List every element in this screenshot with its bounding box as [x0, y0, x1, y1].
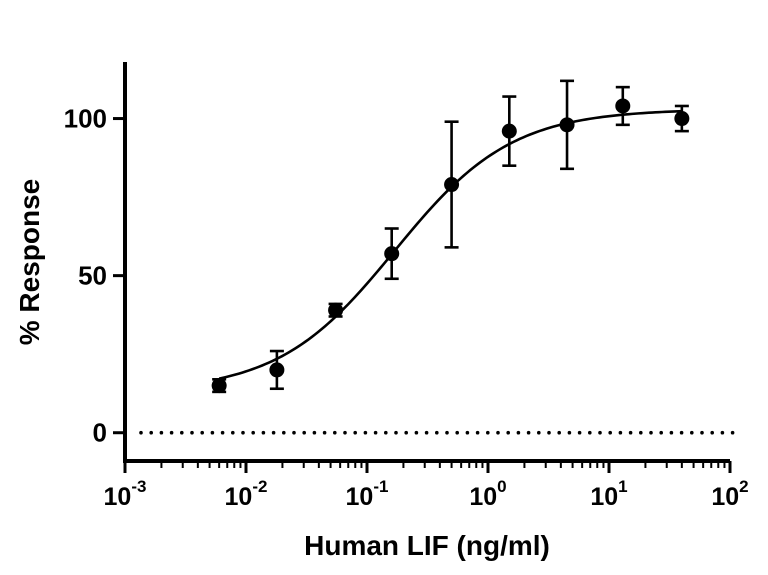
- data-point: [384, 246, 400, 262]
- data-point: [444, 177, 460, 193]
- x-tick-label: 102: [711, 477, 748, 511]
- y-tick-label: 0: [93, 418, 107, 448]
- x-axis-label: Human LIF (ng/ml): [304, 530, 550, 561]
- x-tick-label: 100: [469, 477, 506, 511]
- axes-frame: [123, 62, 730, 463]
- x-tick-label: 10-2: [225, 477, 268, 511]
- y-tick-label: 50: [78, 261, 107, 291]
- x-tick-label: 10-1: [346, 477, 389, 511]
- data-point: [559, 117, 575, 133]
- data-point: [674, 111, 690, 127]
- y-axis-label: % Response: [14, 178, 45, 346]
- y-tick-label: 100: [64, 104, 107, 134]
- x-tick-label: 10-3: [104, 477, 147, 511]
- data-point: [211, 378, 227, 394]
- x-tick-label: 101: [590, 477, 627, 511]
- data-point: [328, 302, 344, 318]
- data-point: [501, 123, 517, 139]
- data-point: [615, 98, 631, 114]
- data-point: [269, 362, 285, 378]
